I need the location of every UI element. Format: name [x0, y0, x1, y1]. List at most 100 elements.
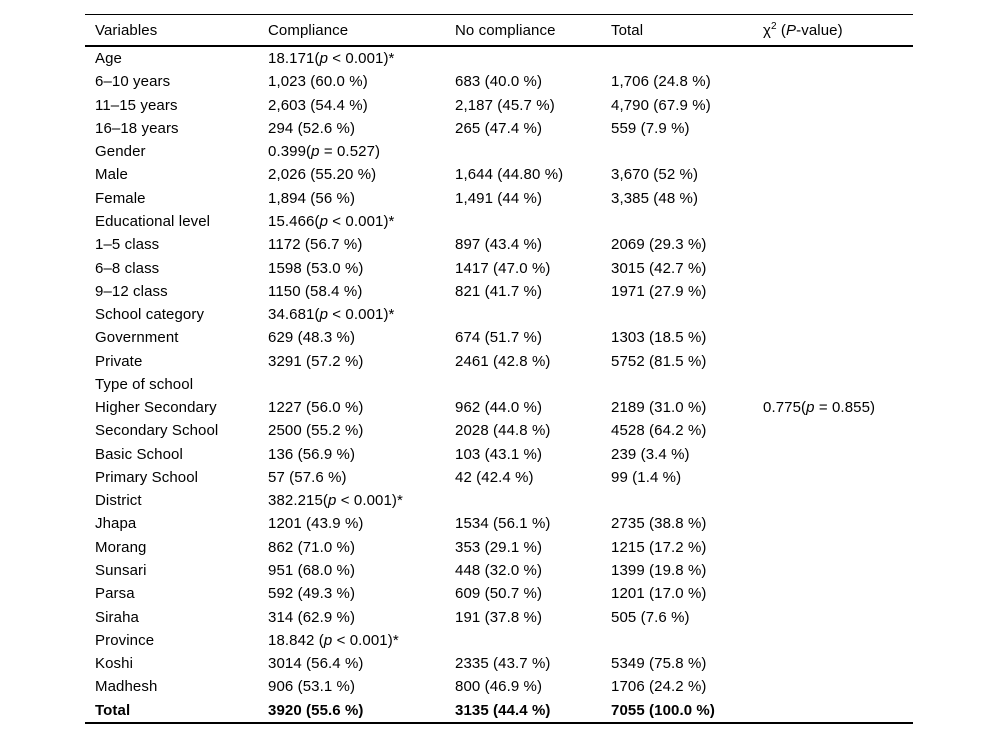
cell-no-compliance: 1534 (56.1 %)	[455, 515, 551, 533]
cell-chi-p: 0.775(p = 0.855)	[763, 399, 876, 417]
p-value-italic: p	[319, 50, 329, 68]
cell-compliance: 34.681(p < 0.001)*	[268, 306, 395, 324]
cell-no-compliance: 2,187 (45.7 %)	[455, 96, 555, 114]
table-row: Gender 0.399(p = 0.527)	[85, 140, 913, 163]
table-row: 6–8 class 1598 (53.0 %) 1417 (47.0 %) 3015 …	[85, 256, 913, 279]
p-value-italic: p	[323, 631, 333, 649]
table-row: Age 18.171(p < 0.001)*	[85, 47, 913, 70]
cell-no-compliance: 448 (32.0 %)	[455, 561, 543, 579]
cell-compliance: 629 (48.3 %)	[268, 329, 356, 347]
cell-total: 3,385 (48 %)	[611, 189, 699, 207]
table-row: 6–10 years 1,023 (60.0 %) 683 (40.0 %) 1,70…	[85, 70, 913, 93]
cell-total: 559 (7.9 %)	[611, 119, 690, 137]
table-row: Type of school	[85, 373, 913, 396]
cell-variable: District	[95, 492, 142, 510]
table-row: Sunsari 951 (68.0 %) 448 (32.0 %) 1399 (19.…	[85, 559, 913, 582]
cell-total: 1303 (18.5 %)	[611, 329, 707, 347]
cell-compliance: 862 (71.0 %)	[268, 538, 356, 556]
cell-total: 3015 (42.7 %)	[611, 259, 707, 277]
cell-total: 5349 (75.8 %)	[611, 655, 707, 673]
cell-compliance: 906 (53.1 %)	[268, 678, 356, 696]
cell-total: 7055 (100.0 %)	[611, 701, 715, 719]
table-row: Secondary School 2500 (55.2 %) 2028 (44.8 …	[85, 419, 913, 442]
table-row: District 382.215(p < 0.001)*	[85, 489, 913, 512]
cell-no-compliance: 42 (42.4 %)	[455, 468, 534, 486]
column-header-variables: Variables	[95, 21, 158, 39]
cell-total: 1,706 (24.8 %)	[611, 73, 711, 91]
cell-total: 4,790 (67.9 %)	[611, 96, 711, 114]
table-row: 11–15 years 2,603 (54.4 %) 2,187 (45.7 %) 4…	[85, 94, 913, 117]
cell-variable: Primary School	[95, 468, 199, 486]
table-row: Jhapa 1201 (43.9 %) 1534 (56.1 %) 2735 (38.…	[85, 512, 913, 535]
cell-compliance: 294 (52.6 %)	[268, 119, 356, 137]
cell-total: 1706 (24.2 %)	[611, 678, 707, 696]
cell-compliance: 2500 (55.2 %)	[268, 422, 364, 440]
cell-variable: Sunsari	[95, 561, 147, 579]
cell-variable: Educational level	[95, 212, 211, 230]
cell-compliance: 3014 (56.4 %)	[268, 655, 364, 673]
cell-compliance: 15.466(p < 0.001)*	[268, 212, 395, 230]
p-value-italic: p	[328, 492, 337, 510]
cell-compliance: 382.215(p < 0.001)*	[268, 492, 403, 510]
p-value-italic: p	[319, 306, 329, 324]
cell-no-compliance: 2335 (43.7 %)	[455, 655, 551, 673]
cell-variable: 9–12 class	[95, 282, 168, 300]
cell-compliance: 2,603 (54.4 %)	[268, 96, 368, 114]
cell-compliance: 1598 (53.0 %)	[268, 259, 364, 277]
cell-variable: Morang	[95, 538, 147, 556]
cell-compliance: 3291 (57.2 %)	[268, 352, 364, 370]
cell-variable: Parsa	[95, 585, 135, 603]
cell-variable: Gender	[95, 143, 146, 161]
cell-compliance: 1,894 (56 %)	[268, 189, 356, 207]
cell-compliance: 3920 (55.6 %)	[268, 701, 364, 719]
chi-symbol: χ	[763, 21, 771, 39]
cell-compliance: 1,023 (60.0 %)	[268, 73, 368, 91]
cell-no-compliance: 103 (43.1 %)	[455, 445, 543, 463]
cell-variable: 1–5 class	[95, 236, 160, 254]
cell-no-compliance: 609 (50.7 %)	[455, 585, 543, 603]
chi-header-post: -value)	[796, 21, 843, 39]
cell-variable: 6–8 class	[95, 259, 160, 277]
cell-total: 2189 (31.0 %)	[611, 399, 707, 417]
cell-total: 239 (3.4 %)	[611, 445, 690, 463]
table-body: Age 18.171(p < 0.001)* 6–10 years 1,023 (60…	[85, 47, 913, 724]
cell-total: 2735 (38.8 %)	[611, 515, 707, 533]
cell-compliance: 1172 (56.7 %)	[268, 236, 363, 254]
cell-total: 3,670 (52 %)	[611, 166, 699, 184]
cell-variable: Higher Secondary	[95, 399, 217, 417]
cell-variable: 6–10 years	[95, 73, 171, 91]
cell-total: 1399 (19.8 %)	[611, 561, 707, 579]
cell-total: 1215 (17.2 %)	[611, 538, 707, 556]
p-value-italic: p	[806, 399, 815, 417]
cell-variable: Madhesh	[95, 678, 158, 696]
p-value-italic: p	[319, 212, 329, 230]
cell-compliance: 1227 (56.0 %)	[268, 399, 364, 417]
table-row: Province 18.842 (p < 0.001)*	[85, 629, 913, 652]
table-header-row: Variables Compliance No compliance Total…	[85, 15, 913, 47]
cell-variable: Female	[95, 189, 146, 207]
cell-compliance: 314 (62.9 %)	[268, 608, 356, 626]
cell-no-compliance: 3135 (44.4 %)	[455, 701, 551, 719]
cell-no-compliance: 800 (46.9 %)	[455, 678, 543, 696]
cell-total: 5752 (81.5 %)	[611, 352, 707, 370]
column-header-chi-square: χ2 (P-value)	[763, 21, 913, 39]
table-row: Morang 862 (71.0 %) 353 (29.1 %) 1215 (17.2…	[85, 536, 913, 559]
table-row: Koshi 3014 (56.4 %) 2335 (43.7 %) 5349 (75.…	[85, 652, 913, 675]
cell-no-compliance: 897 (43.4 %)	[455, 236, 543, 254]
cell-variable: Private	[95, 352, 143, 370]
p-value-italic: p	[311, 143, 320, 161]
table-row: Parsa 592 (49.3 %) 609 (50.7 %) 1201 (17.0 …	[85, 582, 913, 605]
cell-variable: Province	[95, 631, 155, 649]
cell-variable: Koshi	[95, 655, 134, 673]
statistics-table: Variables Compliance No compliance Total…	[85, 14, 913, 724]
cell-variable: Male	[95, 166, 128, 184]
cell-compliance: 18.171(p < 0.001)*	[268, 50, 395, 68]
cell-variable: School category	[95, 306, 205, 324]
cell-no-compliance: 821 (41.7 %)	[455, 282, 543, 300]
cell-no-compliance: 1,644 (44.80 %)	[455, 166, 564, 184]
table-row: Siraha 314 (62.9 %) 191 (37.8 %) 505 (7.6 %…	[85, 605, 913, 628]
cell-variable: Secondary School	[95, 422, 219, 440]
table-row: Higher Secondary 1227 (56.0 %) 962 (44.0 %…	[85, 396, 913, 419]
table-row: School category 34.681(p < 0.001)*	[85, 303, 913, 326]
